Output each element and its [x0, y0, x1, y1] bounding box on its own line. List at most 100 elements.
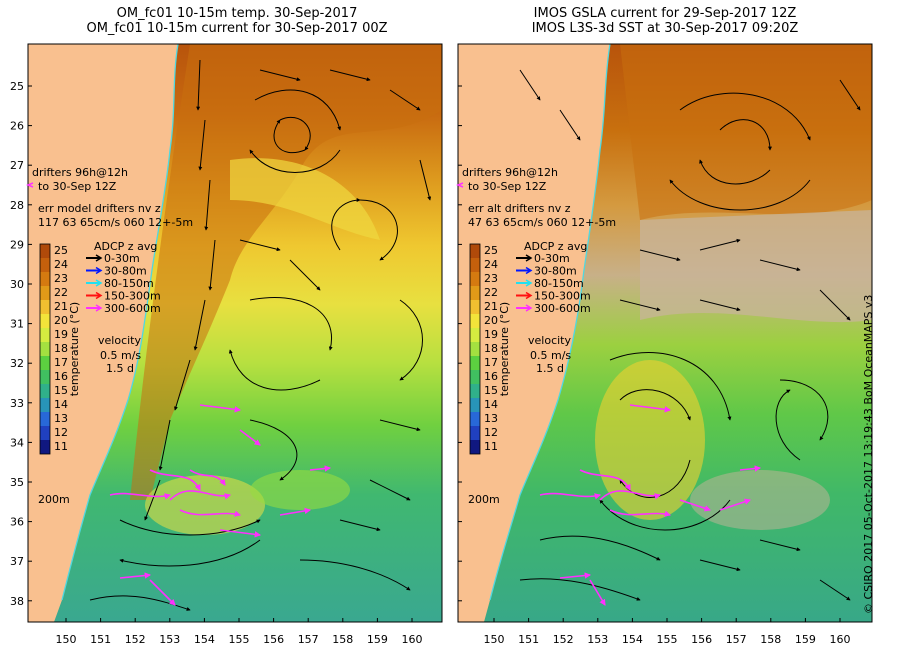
colorbar-tick-label: 21: [54, 300, 68, 313]
lon-tick-label-right: 157: [726, 633, 747, 646]
lat-tick-label: 29: [10, 238, 24, 251]
left-isobath-label: 200m: [38, 493, 70, 506]
velocity-title: velocity: [528, 334, 571, 347]
velocity-speed: 0.5 m/s: [100, 349, 141, 362]
colorbar-swatch: [40, 272, 50, 286]
adcp-legend-arrowhead: [525, 254, 533, 262]
colorbar-tick-label: 16: [484, 370, 498, 383]
colorbar-label: temperature (°C): [498, 302, 511, 396]
colorbar-tick-label: 25: [54, 244, 68, 257]
colorbar-swatch: [40, 244, 50, 258]
adcp-legend-arrowhead: [525, 266, 533, 275]
adcp-legend-arrowhead: [525, 279, 533, 287]
adcp-legend-arrowhead: [95, 254, 103, 262]
left-green-patch: [250, 470, 350, 510]
right-title-line1: IMOS GSLA current for 29-Sep-2017 12Z: [533, 6, 797, 21]
left-drifter-label-1: drifters 96h@12h: [32, 166, 128, 179]
colorbar-swatch: [470, 440, 480, 454]
velocity-days: 1.5 d: [106, 362, 134, 375]
colorbar-tick-label: 11: [54, 440, 68, 453]
lon-tick-label-left: 156: [263, 633, 284, 646]
left-err-label-2: 117 63 65cm/s 060 12+-5m: [38, 216, 193, 229]
left-panel-title: OM_fc01 10-15m temp. 30-Sep-2017 OM_fc01…: [30, 6, 444, 36]
colorbar-tick-label: 14: [484, 398, 498, 411]
left-warm-eddy: [230, 158, 380, 240]
velocity-speed: 0.5 m/s: [530, 349, 571, 362]
adcp-legend-label: 0-30m: [104, 252, 140, 265]
right-warm-region: [620, 44, 872, 220]
colorbar-swatch: [470, 384, 480, 398]
right-land-australia: [458, 44, 610, 622]
velocity-days: 1.5 d: [536, 362, 564, 375]
colorbar-tick-label: 18: [484, 342, 498, 355]
colorbar-swatch: [40, 342, 50, 356]
left-title-line1: OM_fc01 10-15m temp. 30-Sep-2017: [116, 6, 358, 21]
velocity-title: velocity: [98, 334, 141, 347]
colorbar-swatch: [470, 398, 480, 412]
longitude-axis: 150 151 152 153 154 155 156 157 158 159 160 150 151 1…: [56, 618, 851, 646]
lon-tick-label-right: 156: [691, 633, 712, 646]
right-frame: [457, 43, 873, 623]
credit-text: © CSIRO 2017 05-Oct-2017 13:19:43 BoM Oc…: [862, 294, 875, 614]
colorbar-swatch: [470, 412, 480, 426]
colorbar-swatch: [470, 286, 480, 300]
lon-tick-label-left: 159: [367, 633, 388, 646]
colorbar-tick-label: 13: [484, 412, 498, 425]
lon-tick-label-right: 152: [553, 633, 574, 646]
colorbar-tick-label: 19: [484, 328, 498, 341]
adcp-legend-title: ADCP z avg: [524, 240, 587, 253]
right-err-label-2: 47 63 65cm/s 060 12+-5m: [468, 216, 616, 229]
lat-tick-label: 31: [10, 318, 24, 331]
adcp-legend-arrowhead: [95, 266, 103, 275]
lon-tick-label-right: 154: [622, 633, 643, 646]
colorbar-tick-label: 15: [484, 384, 498, 397]
adcp-legend-label: 150-300m: [534, 290, 591, 303]
adcp-legend-title: ADCP z avg: [94, 240, 157, 253]
colorbar-tick-label: 17: [54, 356, 68, 369]
colorbar-swatch: [470, 300, 480, 314]
left-land-australia: [28, 44, 178, 622]
colorbar-frame: [469, 243, 481, 455]
colorbar-swatch: [40, 412, 50, 426]
lon-tick-label-right: 155: [657, 633, 678, 646]
colorbar-swatch: [470, 370, 480, 384]
colorbar-tick-label: 22: [484, 286, 498, 299]
right-panel-title: IMOS GSLA current for 29-Sep-2017 12Z IM…: [458, 6, 872, 36]
colorbar-swatch: [470, 314, 480, 328]
lon-tick-label-left: 153: [159, 633, 180, 646]
left-drifter-tracks: [109, 404, 332, 606]
lon-tick-label-left: 160: [402, 633, 423, 646]
colorbar-tick-label: 11: [484, 440, 498, 453]
adcp-legend-arrowhead: [525, 291, 533, 300]
colorbar-swatch: [40, 314, 50, 328]
right-cloud-patch: [690, 470, 830, 530]
right-drifter-label-2: to 30-Sep 12Z: [468, 180, 547, 193]
lon-tick-label-left: 157: [298, 633, 319, 646]
adcp-legend-label: 80-150m: [104, 277, 154, 290]
left-cyclonic-core: [145, 475, 265, 535]
right-current-vectors: [519, 69, 861, 601]
lon-tick-label-right: 158: [760, 633, 781, 646]
left-title-line2: OM_fc01 10-15m current for 30-Sep-2017 0…: [86, 21, 388, 36]
colorbar-tick-label: 23: [54, 272, 68, 285]
colorbar-swatch: [40, 384, 50, 398]
lat-tick-label: 26: [10, 120, 24, 133]
lat-tick-label: 28: [10, 199, 24, 212]
colorbar-swatch: [470, 356, 480, 370]
adcp-legend-label: 0-30m: [534, 252, 570, 265]
colorbar-tick-label: 22: [54, 286, 68, 299]
lon-tick-label-left: 151: [90, 633, 111, 646]
colorbar-tick-label: 17: [484, 356, 498, 369]
right-adcp-legend: ADCP z avg0-30m30-80m80-150m150-300m300-…: [516, 240, 591, 375]
lat-tick-label: 38: [10, 595, 24, 608]
colorbar-tick-label: 18: [54, 342, 68, 355]
colorbar-swatch: [40, 286, 50, 300]
colorbar-tick-label: 24: [484, 258, 498, 271]
colorbar-swatch: [470, 258, 480, 272]
colorbar-frame: [39, 243, 51, 455]
colorbar-tick-label: 24: [54, 258, 68, 271]
lon-tick-label-right: 153: [587, 633, 608, 646]
lon-tick-label-left: 154: [194, 633, 215, 646]
